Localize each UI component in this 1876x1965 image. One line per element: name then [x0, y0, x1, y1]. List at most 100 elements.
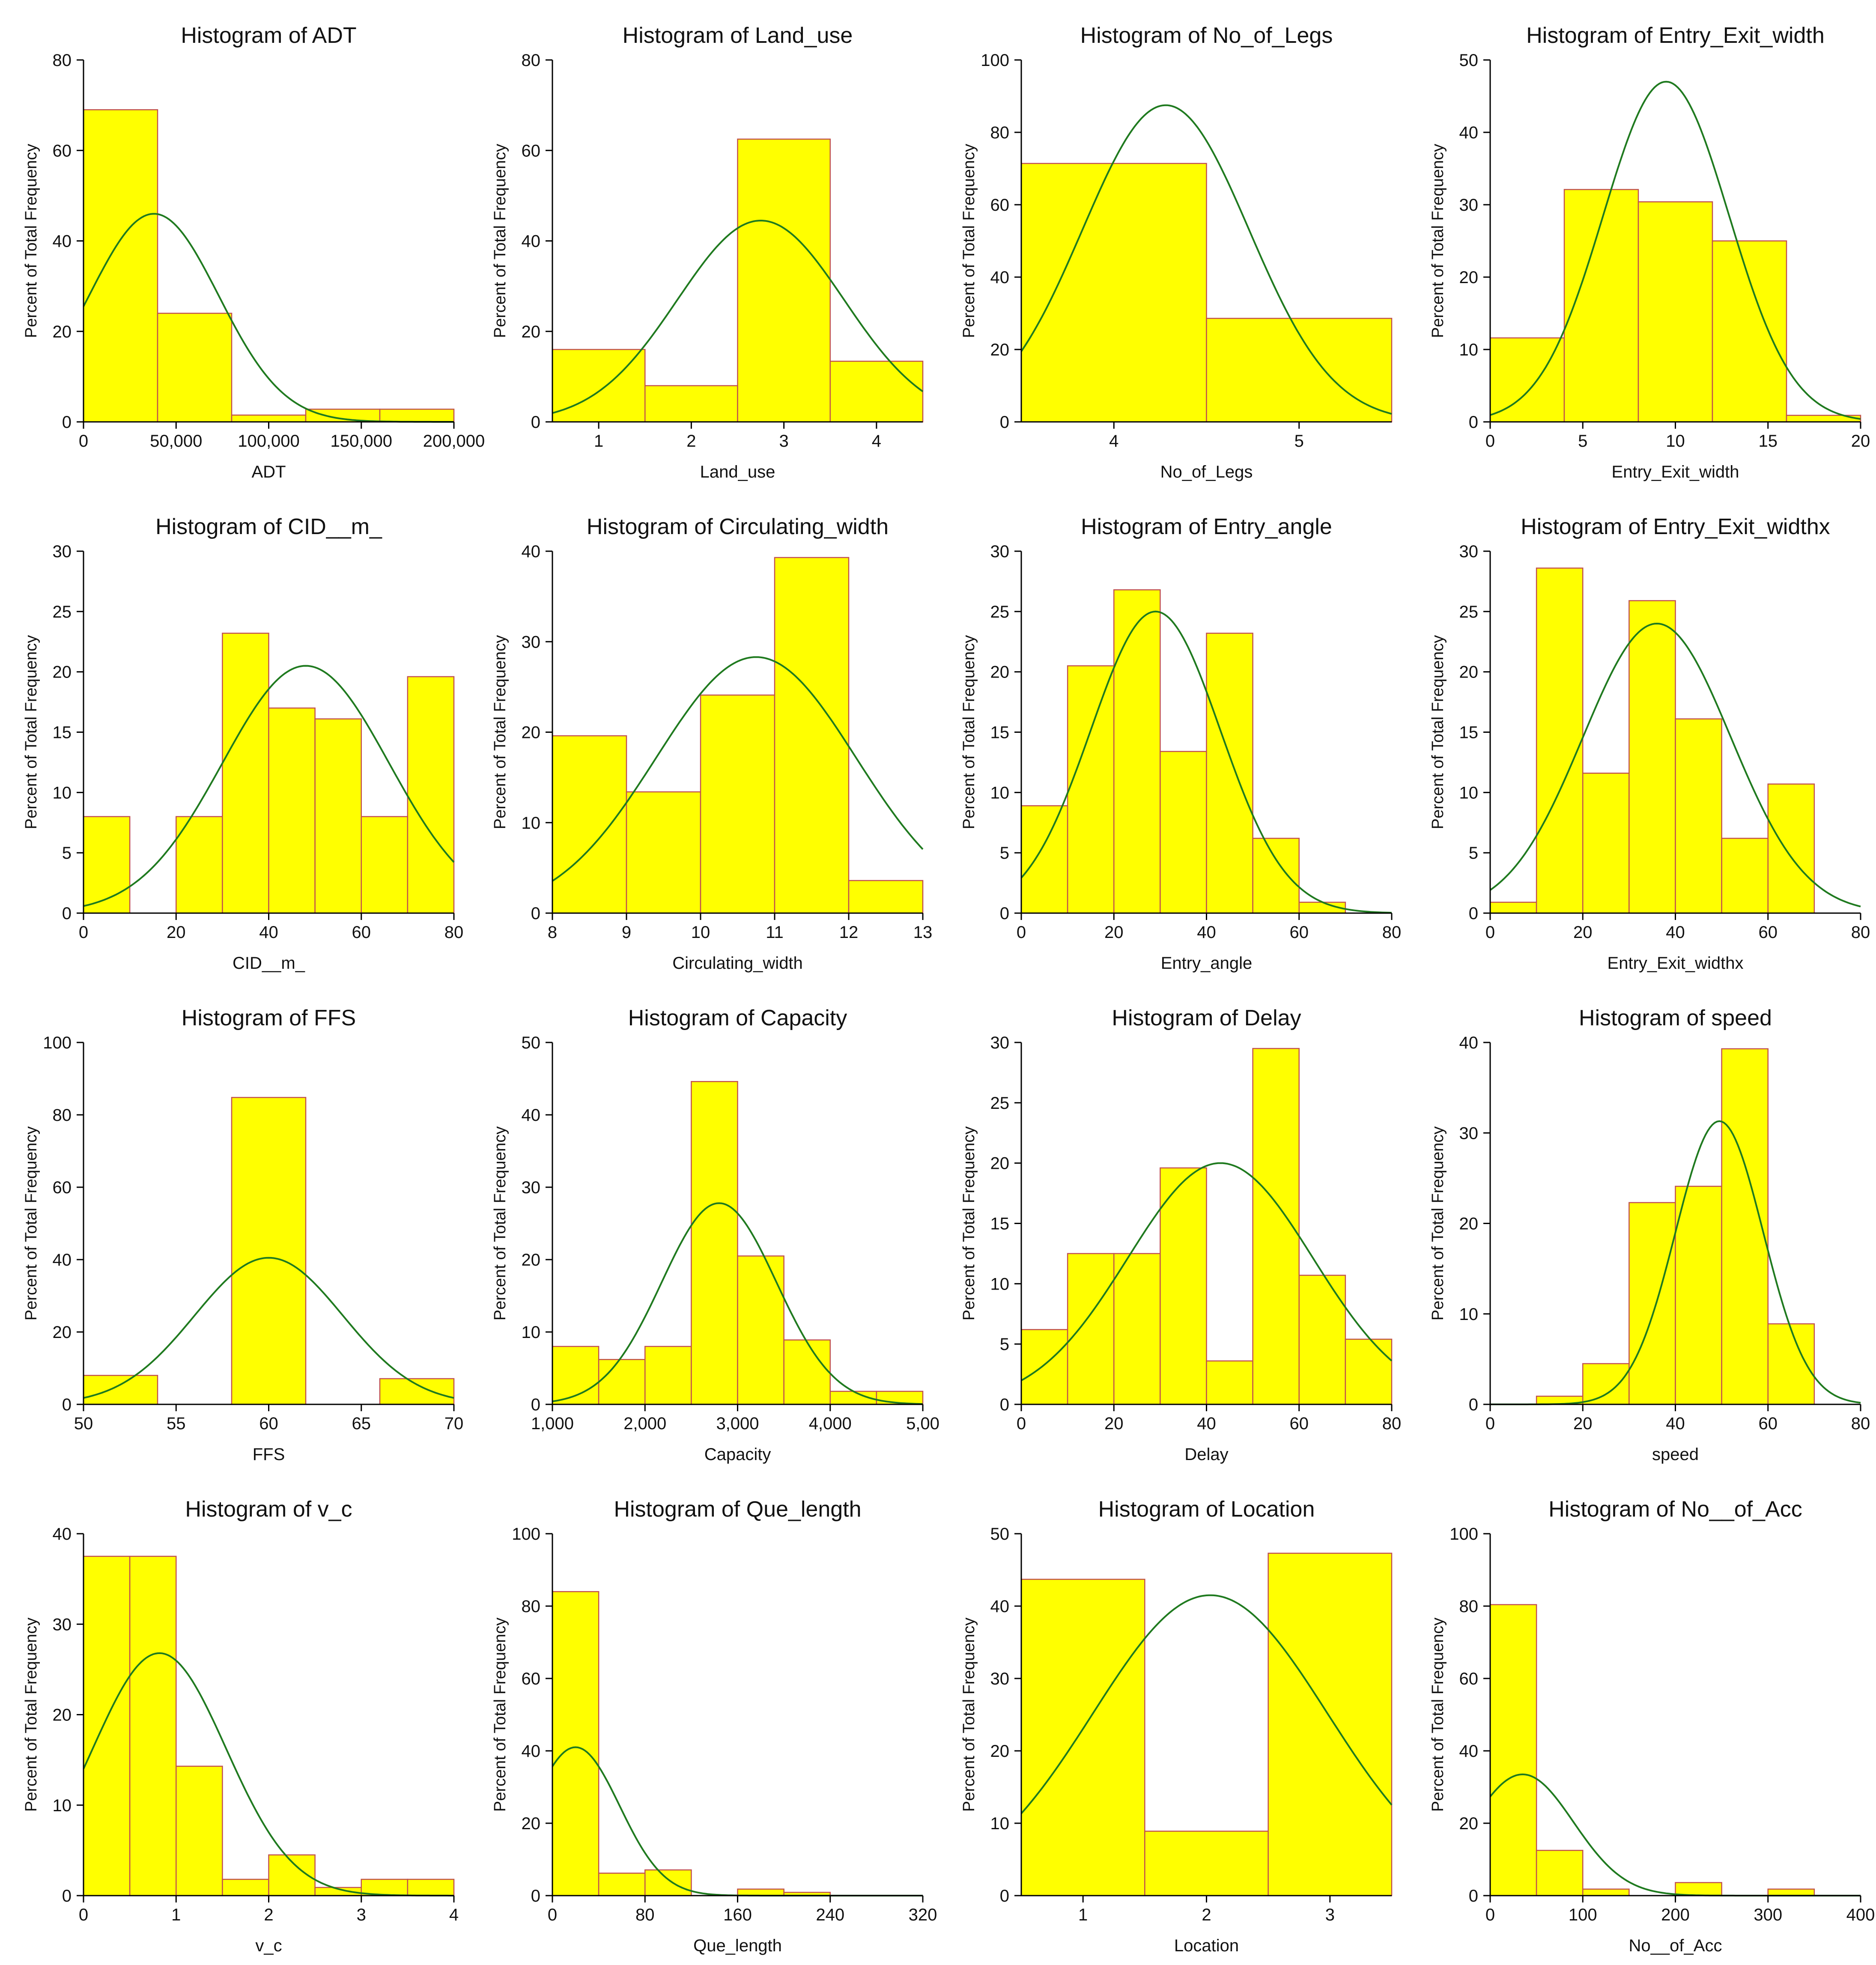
histogram-bar: [379, 1378, 455, 1405]
y-tick-label: 10: [53, 783, 72, 802]
y-tick-label: 80: [990, 123, 1010, 142]
histogram-svg: 0 5 10 15 20 25 30 0 20 40 60 80 Histogram of Entry_…: [960, 514, 1401, 973]
y-tick-label: 0: [62, 413, 72, 432]
histogram-bar: [774, 557, 850, 914]
x-axis-label: ADT: [252, 463, 286, 481]
y-tick-label: 20: [522, 723, 541, 742]
chart-title: Histogram of speed: [1579, 1006, 1772, 1030]
x-tick-label: 20: [1851, 432, 1870, 451]
x-tick-label: 240: [816, 1905, 844, 1924]
histogram-panel: 0 5 10 15 20 25 30 0 20 40 60 80 Histogram of CID__m…: [0, 491, 469, 982]
x-tick-label: 40: [1197, 1414, 1216, 1433]
x-axis-label: Entry_Exit_widthx: [1608, 954, 1744, 973]
histogram-bar: [1582, 1363, 1630, 1405]
histogram-bar: [552, 349, 646, 423]
y-tick-label: 80: [522, 1597, 541, 1616]
histogram-svg: 0 10 20 30 40 8 9 10 11 12 13 Histogram of Circulat…: [491, 514, 933, 973]
x-tick-label: 1,000: [531, 1414, 574, 1433]
histogram-svg: 0 20 40 60 80 1 2 3 4 Histogram of Land_use Land_u…: [491, 23, 924, 481]
histogram-bar: [1536, 1850, 1584, 1896]
y-tick-label: 15: [990, 1215, 1010, 1233]
y-tick-label: 0: [1000, 904, 1009, 923]
normal-density-curve: [552, 656, 924, 882]
y-tick-label: 80: [1459, 1597, 1479, 1616]
y-tick-label: 15: [1459, 723, 1479, 742]
chart-title: Histogram of Entry_Exit_widthx: [1521, 514, 1830, 539]
y-tick-label: 20: [53, 663, 72, 682]
y-tick-label: 60: [990, 196, 1010, 215]
histogram-bar: [1020, 1579, 1145, 1896]
histogram-svg: 0 10 20 30 40 50 1,000 2,000 3,000 4,000 5,00 Histo…: [491, 1006, 939, 1464]
histogram-bar: [1536, 567, 1584, 914]
chart-title: Histogram of No__of_Acc: [1548, 1497, 1802, 1522]
y-tick-label: 40: [522, 1106, 541, 1125]
histogram-bar: [305, 409, 381, 423]
y-tick-label: 60: [1459, 1669, 1479, 1688]
y-tick-label: 25: [1459, 603, 1479, 621]
y-tick-label: 20: [990, 663, 1010, 682]
chart-title: Histogram of Capacity: [628, 1006, 847, 1030]
x-tick-label: 0: [1485, 1414, 1495, 1433]
x-tick-label: 100: [1569, 1905, 1597, 1924]
histogram-bar: [1206, 318, 1393, 423]
histogram-bar: [314, 718, 362, 914]
histogram-svg: 0 20 40 60 80 100 0 100 200 300 400 Histogram of No…: [1429, 1497, 1875, 1955]
y-tick-label: 40: [53, 1251, 72, 1269]
x-tick-label: 1: [1078, 1905, 1088, 1924]
normal-density-curve: [552, 1202, 923, 1405]
y-tick-label: 20: [53, 323, 72, 341]
histogram-svg: 0 5 10 15 20 25 30 0 20 40 60 80 Histogram of Delay D…: [960, 1006, 1402, 1464]
histogram-bar: [1721, 1048, 1769, 1405]
x-tick-label: 20: [1573, 1414, 1593, 1433]
x-tick-label: 13: [913, 923, 933, 942]
histogram-bar: [552, 735, 627, 914]
x-axis-label: Capacity: [704, 1445, 771, 1464]
normal-density-curve: [83, 665, 455, 907]
x-tick-label: 60: [1759, 923, 1778, 942]
chart-title: Histogram of v_c: [185, 1497, 352, 1522]
x-tick-label: 3: [1325, 1905, 1335, 1924]
x-axis-label: No_of_Legs: [1160, 463, 1253, 481]
x-tick-label: 80: [1382, 1414, 1402, 1433]
y-axis-label: Percent of Total Frequency: [960, 635, 978, 829]
y-tick-label: 80: [53, 51, 72, 70]
histogram-bar: [691, 1081, 738, 1405]
histogram-svg: 0 5 10 15 20 25 30 0 20 40 60 80 Histogram of CID__m…: [22, 514, 463, 973]
x-axis-label: Entry_angle: [1161, 954, 1252, 973]
x-tick-label: 65: [352, 1414, 371, 1433]
normal-density-curve: [1020, 610, 1392, 914]
chart-title: Histogram of Land_use: [623, 23, 853, 48]
y-tick-label: 10: [53, 1796, 72, 1815]
y-tick-label: 60: [53, 1178, 72, 1197]
histogram-svg: 0 20 40 60 80 100 0 80 160 240 320 Histogram of Que…: [491, 1497, 937, 1955]
histogram-bar: [1067, 665, 1115, 914]
y-tick-label: 50: [522, 1033, 541, 1052]
x-tick-label: 55: [167, 1414, 186, 1433]
y-tick-label: 30: [990, 1669, 1010, 1688]
x-tick-label: 9: [622, 923, 631, 942]
histogram-bar: [1628, 1202, 1676, 1405]
histogram-bar: [644, 1346, 692, 1405]
y-tick-label: 10: [1459, 340, 1479, 359]
x-axis-label: Circulating_width: [672, 954, 803, 973]
y-tick-label: 20: [522, 323, 541, 341]
histogram-panel: 0 10 20 30 40 50 0 5 10 15 20 Histogram of Entry_Ex…: [1407, 0, 1876, 491]
chart-title: Histogram of Entry_Exit_width: [1526, 23, 1825, 48]
y-axis-label: Percent of Total Frequency: [960, 144, 978, 338]
y-tick-label: 20: [522, 1814, 541, 1833]
histogram-bar: [1675, 1186, 1722, 1405]
y-tick-label: 0: [62, 1395, 72, 1414]
y-axis-label: Percent of Total Frequency: [1429, 1126, 1447, 1320]
normal-density-curve: [552, 219, 924, 414]
y-tick-label: 10: [990, 1814, 1010, 1833]
chart-title: Histogram of ADT: [181, 23, 356, 48]
y-tick-label: 40: [522, 1742, 541, 1761]
y-tick-label: 30: [522, 1178, 541, 1197]
y-tick-label: 30: [522, 633, 541, 651]
y-tick-label: 100: [43, 1033, 72, 1052]
x-tick-label: 12: [839, 923, 859, 942]
y-tick-label: 15: [53, 723, 72, 742]
x-tick-label: 10: [1666, 432, 1685, 451]
histogram-bar: [129, 1556, 177, 1896]
histogram-panel: 0 5 10 15 20 25 30 0 20 40 60 80 Histogram of Delay D…: [938, 982, 1407, 1474]
